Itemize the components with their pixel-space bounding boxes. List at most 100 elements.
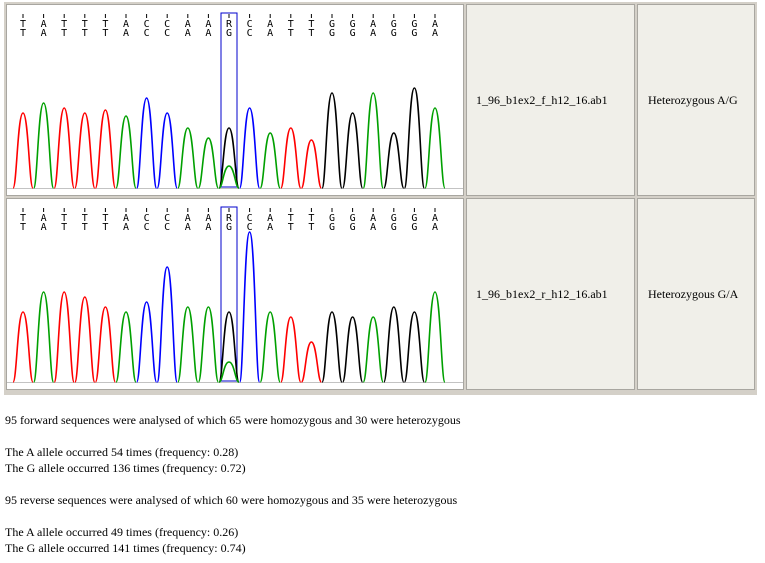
forward-a-allele-line: The A allele occurred 54 times (frequenc… <box>5 445 239 459</box>
trace-peak-t <box>280 127 302 189</box>
result-cell-reverse: Heterozygous G/A <box>637 198 755 390</box>
trace-peak-a <box>177 127 199 189</box>
base-call-bottom: A <box>432 28 438 39</box>
base-call-top: A <box>370 19 376 30</box>
trace-peak-g <box>383 132 405 189</box>
base-call-bottom: G <box>226 28 232 39</box>
forward-summary-line: 95 forward sequences were analysed of wh… <box>5 413 461 427</box>
base-call-bottom: A <box>41 28 47 39</box>
trace-peak-g <box>218 311 240 383</box>
result-forward: Heterozygous A/G <box>648 92 738 107</box>
base-call-bottom: G <box>350 28 356 39</box>
base-call-bottom: G <box>391 222 397 233</box>
base-call-bottom: T <box>61 28 67 39</box>
base-call-bottom: A <box>41 222 47 233</box>
allele-summary: 95 forward sequences were analysed of wh… <box>5 412 461 556</box>
base-call-top: T <box>288 213 294 224</box>
base-call-top: G <box>391 213 397 224</box>
base-call-top: T <box>102 213 108 224</box>
trace-peak-a <box>259 132 281 189</box>
base-call-top: G <box>329 19 335 30</box>
base-call-top: T <box>20 213 26 224</box>
base-call-bottom: A <box>267 28 273 39</box>
base-call-top: A <box>123 19 129 30</box>
trace-peak-t <box>53 107 75 189</box>
trace-peak-c <box>238 107 261 189</box>
trace-peak-g <box>341 112 364 189</box>
trace-peak-g <box>321 311 343 383</box>
base-call-top: A <box>41 213 47 224</box>
trace-peak-g <box>403 311 426 383</box>
snp-highlight-box <box>220 206 238 382</box>
trace-peak-c <box>156 112 178 189</box>
trace-peak-a <box>424 291 446 383</box>
trace-peak-g <box>403 87 426 189</box>
base-call-top: G <box>350 213 356 224</box>
base-call-top: T <box>82 213 88 224</box>
result-reverse: Heterozygous G/A <box>648 286 739 301</box>
trace-peak-t <box>300 139 323 189</box>
reverse-summary-line: 95 reverse sequences were analysed of wh… <box>5 493 458 507</box>
base-call-bottom: T <box>308 222 314 233</box>
trace-peak-t <box>94 306 117 383</box>
trace-peak-g <box>341 316 364 383</box>
base-call-bottom: T <box>82 222 88 233</box>
chromatogram-reverse: TTAATTTTTTAACCCCAAAARGCCAATTTTGGGGAAGGGG… <box>7 206 463 383</box>
trace-peak-t <box>94 109 117 189</box>
base-call-top: T <box>308 19 314 30</box>
trace-peak-a <box>115 115 137 189</box>
base-call-top: T <box>308 213 314 224</box>
trace-peak-a <box>362 92 384 189</box>
trace-peak-g <box>383 306 405 383</box>
trace-peak-a <box>424 107 446 189</box>
base-call-bottom: T <box>102 222 108 233</box>
reverse-g-allele-line: The G allele occurred 141 times (frequen… <box>5 541 246 555</box>
base-call-bottom: G <box>411 222 417 233</box>
base-call-top: C <box>247 213 253 224</box>
trace-peak-t <box>74 296 96 383</box>
trace-peak-minor-a <box>218 165 240 189</box>
base-call-bottom: T <box>308 28 314 39</box>
base-call-top: A <box>205 213 211 224</box>
base-call-top: G <box>329 213 335 224</box>
base-call-top: A <box>41 19 47 30</box>
trace-peak-t <box>280 316 302 383</box>
base-call-bottom: G <box>411 28 417 39</box>
base-call-top: A <box>185 19 191 30</box>
base-call-top: G <box>411 19 417 30</box>
base-call-top: G <box>350 19 356 30</box>
base-call-bottom: C <box>164 28 170 39</box>
base-call-bottom: A <box>123 28 129 39</box>
trace-peak-a <box>177 306 199 383</box>
base-call-bottom: A <box>205 28 211 39</box>
trace-peak-c <box>156 266 178 383</box>
reverse-a-allele-line: The A allele occurred 49 times (frequenc… <box>5 525 239 539</box>
base-call-bottom: T <box>82 28 88 39</box>
trace-peak-g <box>218 127 240 189</box>
trace-peak-t <box>12 112 34 189</box>
base-call-top: G <box>391 19 397 30</box>
trace-peak-t <box>300 341 323 383</box>
base-call-bottom: A <box>370 222 376 233</box>
base-call-bottom: T <box>61 222 67 233</box>
trace-peak-t <box>12 311 34 383</box>
base-call-bottom: T <box>102 28 108 39</box>
trace-peak-a <box>32 102 55 189</box>
base-call-bottom: A <box>123 222 129 233</box>
base-call-bottom: A <box>205 222 211 233</box>
filename-reverse: 1_96_b1ex2_r_h12_16.ab1 <box>476 286 608 301</box>
base-call-bottom: C <box>164 222 170 233</box>
base-call-top: T <box>61 213 67 224</box>
base-call-bottom: A <box>432 222 438 233</box>
base-call-top: C <box>164 19 170 30</box>
trace-peak-t <box>53 291 75 383</box>
trace-peak-a <box>197 306 220 383</box>
base-call-top: C <box>144 19 150 30</box>
result-cell-forward: Heterozygous A/G <box>637 4 755 196</box>
base-call-bottom: T <box>288 222 294 233</box>
base-call-top: T <box>288 19 294 30</box>
trace-peak-c <box>238 231 261 383</box>
snp-highlight-box <box>220 12 238 188</box>
base-call-top: T <box>82 19 88 30</box>
